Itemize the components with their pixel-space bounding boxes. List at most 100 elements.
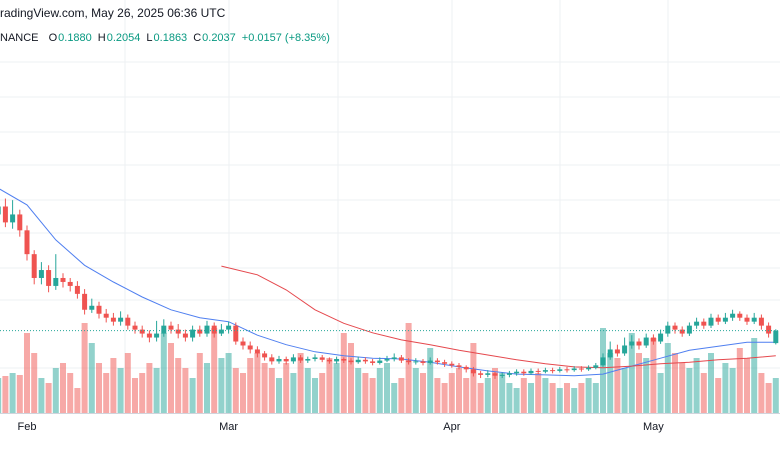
candle-body [398, 357, 404, 361]
volume-bar [110, 358, 117, 413]
source-label: radingView.com, May 26, 2025 06:36 UTC [0, 6, 226, 20]
candle-body [53, 277, 59, 286]
volume-bar [312, 378, 318, 413]
candle-body [305, 358, 311, 361]
volume-bar [686, 368, 693, 413]
candle-body [571, 368, 577, 371]
volume-bar [232, 368, 239, 413]
ohlc-key: O [49, 32, 58, 44]
volume-bar [636, 353, 642, 413]
volume-bar [708, 353, 714, 413]
candle-body [0, 206, 1, 215]
volume-bar [283, 363, 290, 413]
volume-bar [751, 338, 758, 413]
candle-body [463, 366, 469, 370]
volume-bar [772, 378, 779, 413]
candle-body [247, 345, 253, 350]
volume-bar [376, 368, 383, 413]
candle-body [442, 362, 448, 364]
x-tick-label: Feb [18, 421, 37, 433]
candle-body [614, 349, 620, 354]
candle-body [449, 363, 455, 366]
volume-bar [434, 378, 441, 413]
volume-bar [398, 378, 405, 413]
candle-body [283, 358, 289, 362]
volume-bar [542, 378, 549, 413]
volume-bar [427, 348, 434, 413]
x-tick-label: May [643, 421, 664, 433]
candle-body [478, 373, 484, 375]
candle-body [341, 358, 347, 361]
candle-body [74, 285, 80, 294]
volume-bar [290, 373, 297, 413]
candle-body [38, 270, 44, 278]
volume-bar [758, 373, 765, 413]
candle-body [312, 357, 318, 359]
volume-bar [24, 333, 30, 413]
volume-bar [326, 358, 333, 413]
candle-body [262, 353, 268, 358]
volume-bar [506, 383, 513, 413]
x-tick-label: Apr [443, 421, 460, 433]
candle-body [506, 373, 512, 375]
volume-bar [355, 368, 362, 413]
candle-body [528, 370, 534, 374]
candle-body [355, 359, 361, 363]
candle-body [204, 325, 210, 334]
ohlc-legend: NANCE O0.1880 H0.2054 L0.1863 C0.2037 +0.015… [0, 32, 330, 44]
ohlc-key: L [146, 32, 152, 44]
volume-bar [463, 378, 470, 413]
candle-body [211, 325, 217, 334]
candle-body [125, 317, 131, 326]
volume-bar [362, 373, 369, 413]
candle-body [298, 357, 304, 361]
grid [0, 0, 780, 413]
volume-bar [578, 383, 585, 413]
volume-bar [168, 343, 174, 413]
candle-body [182, 333, 188, 338]
candle-body [218, 329, 224, 334]
candle-body [751, 317, 757, 322]
candle-body [24, 230, 30, 255]
volume-bar [621, 368, 628, 413]
candle-body [470, 369, 476, 374]
volume-bar [614, 358, 621, 413]
volume-bar [247, 358, 254, 413]
volume-bar [333, 363, 340, 413]
volume-bar [643, 358, 650, 413]
volume-bar [175, 358, 182, 413]
candle-body [168, 325, 174, 330]
volume-bar [45, 383, 52, 413]
candle-body [377, 360, 383, 363]
volume-bar [268, 368, 275, 413]
candle-body [737, 313, 743, 318]
candle-body [391, 357, 397, 359]
candle-body [175, 329, 181, 334]
candle-body [535, 370, 541, 372]
candle-body [370, 361, 376, 363]
volume-bar [254, 353, 261, 413]
volume-bar [715, 378, 722, 413]
candle-body [197, 329, 203, 334]
volume-bar [556, 388, 563, 413]
ohlc-key: C [193, 32, 201, 44]
volume-bar [96, 363, 102, 413]
candle-body [46, 270, 52, 286]
volume-bar [67, 373, 74, 413]
candle-body [413, 361, 419, 363]
candle-body [694, 321, 700, 326]
volume-bar [729, 368, 736, 413]
candle-body [154, 333, 160, 338]
candle-body [139, 329, 145, 334]
volume-bar [391, 383, 398, 413]
volume-bar [225, 353, 232, 413]
volume-bar [571, 388, 578, 413]
candle-body [60, 277, 66, 282]
volume-bar [528, 383, 534, 413]
volume-bar [650, 338, 657, 413]
candle-body [557, 369, 563, 371]
candle-body [276, 358, 282, 362]
volume-bar [160, 333, 167, 413]
candle-body [384, 358, 390, 361]
candle-body [715, 317, 721, 322]
